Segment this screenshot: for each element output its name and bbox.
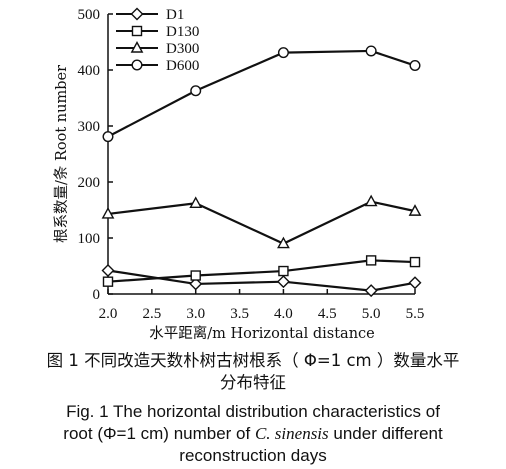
legend-label-d300: D300 — [166, 41, 199, 57]
series-d1 — [101, 263, 422, 298]
data-point-d130 — [102, 276, 114, 287]
x-tick-label: 2.0 — [99, 306, 118, 322]
series-line-d300 — [107, 200, 416, 245]
legend-marker-d300 — [130, 41, 144, 53]
caption-en-line2-pre: root (Φ=1 cm) number of — [63, 424, 255, 443]
legend-item-d600: D600 — [116, 58, 199, 74]
x-tick-label: 2.5 — [142, 306, 161, 322]
chart-series — [101, 45, 422, 298]
caption-en-line2-post: under different — [328, 424, 443, 443]
legend-label-d130: D130 — [166, 24, 199, 40]
legend-marker-d600 — [131, 59, 143, 71]
line-chart: 0 100 200 300 400 500 2.0 2.5 3.0 3.5 4.0 4.5 5.0 5.5… — [53, 7, 425, 342]
data-point-d600 — [365, 45, 377, 57]
caption-cn-line2: 分布特征 — [220, 373, 286, 392]
data-point-d600 — [409, 60, 421, 72]
x-tick-label: 5.0 — [362, 306, 381, 322]
data-point-d300 — [364, 194, 378, 207]
data-point-d1 — [101, 263, 115, 277]
legend-label-d600: D600 — [166, 58, 199, 74]
data-point-d600 — [102, 131, 114, 143]
caption-en-line1: Fig. 1 The horizontal distribution chara… — [66, 402, 440, 421]
legend-item-d130: D130 — [116, 24, 199, 40]
legend-marker-d1 — [130, 7, 144, 21]
data-point-d1 — [364, 284, 378, 298]
x-tick-label: 4.0 — [274, 306, 293, 322]
data-point-d1 — [408, 276, 422, 290]
data-point-d300 — [277, 236, 290, 249]
legend-marker-d130 — [131, 25, 143, 37]
data-point-d130 — [190, 270, 201, 281]
data-point-d1 — [189, 277, 203, 291]
x-tick-label: 4.5 — [318, 306, 337, 322]
data-point-d600 — [277, 47, 289, 59]
y-tick-label: 200 — [78, 175, 101, 191]
x-tick-label: 5.5 — [406, 306, 425, 322]
series-d130 — [102, 255, 421, 287]
data-point-d600 — [190, 85, 202, 97]
x-axis-label: 水平距离/m Horizontal distance — [149, 325, 375, 342]
legend-label-d1: D1 — [166, 7, 184, 23]
data-point-d300 — [408, 204, 422, 216]
series-d300 — [101, 194, 422, 249]
data-point-d130 — [278, 265, 289, 277]
y-tick-label: 500 — [78, 7, 101, 23]
data-point-d1 — [276, 275, 290, 289]
caption-species-name: C. sinensis — [254, 424, 329, 443]
caption-en-line3: reconstruction days — [179, 446, 327, 465]
y-tick-label: 400 — [78, 63, 101, 79]
x-tick-label: 3.0 — [186, 306, 205, 322]
data-point-d130 — [365, 255, 377, 266]
caption-cn-line1: 图 1 不同改造天数朴树古树根系（ Φ=1 cm ）数量水平 — [46, 351, 460, 370]
series-line-d600 — [107, 49, 416, 138]
y-axis-label: 根系数量/条 Root number — [53, 65, 70, 243]
y-tick-label: 100 — [78, 231, 101, 247]
data-point-d130 — [409, 256, 421, 268]
data-point-d300 — [101, 206, 115, 219]
legend-item-d1: D1 — [116, 7, 184, 23]
legend-item-d300: D300 — [116, 41, 199, 57]
y-tick-label: 300 — [78, 119, 101, 135]
caption-en-line2: root (Φ=1 cm) number of C. sinensis unde… — [0, 423, 506, 445]
data-point-d300 — [189, 196, 203, 208]
x-tick-label: 3.5 — [230, 306, 249, 322]
series-d600 — [102, 45, 421, 143]
y-tick-label: 0 — [93, 287, 101, 303]
